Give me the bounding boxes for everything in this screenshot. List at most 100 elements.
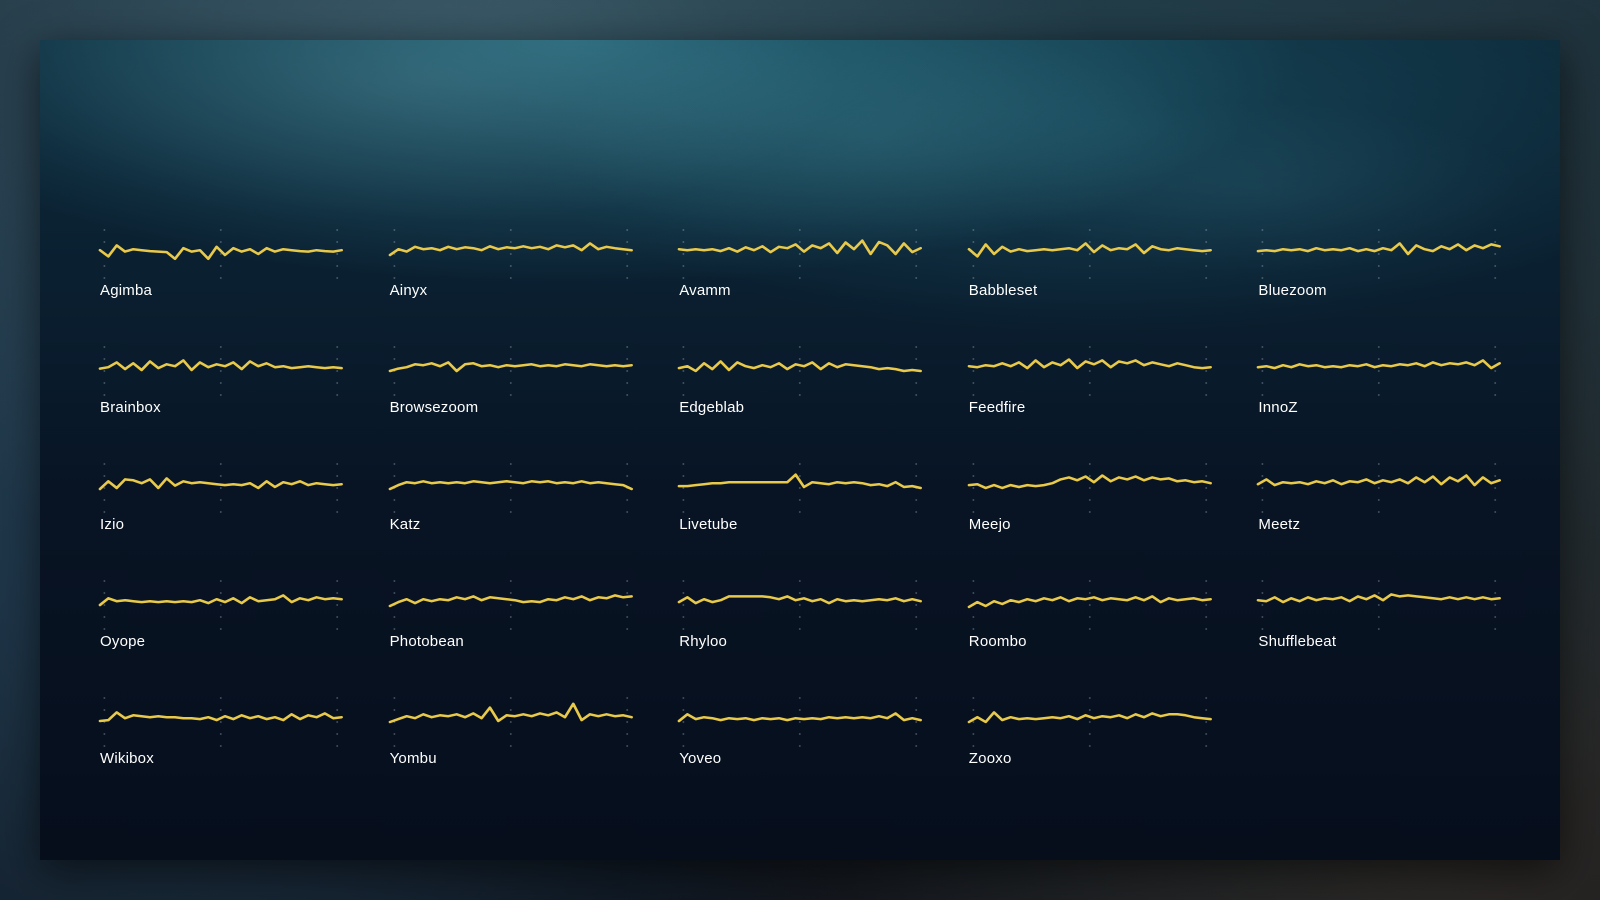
gridline-dot xyxy=(509,370,511,372)
sparkline-path xyxy=(679,713,921,721)
gridline-dot xyxy=(1089,628,1091,630)
gridline-dot xyxy=(1089,487,1091,489)
gridline-dot xyxy=(1089,709,1091,711)
gridline-dot xyxy=(799,580,801,582)
gridline-dot xyxy=(336,604,338,606)
sparkline-label: Edgeblab xyxy=(679,399,921,416)
gridline-dot xyxy=(1089,277,1091,279)
sparkline-cell: Wikibox xyxy=(100,698,342,767)
gridline-dot xyxy=(972,277,974,279)
gridline-dot xyxy=(393,358,395,360)
sparkline-label: Wikibox xyxy=(100,750,342,767)
gridline-dot xyxy=(972,745,974,747)
gridline-dot xyxy=(1089,604,1091,606)
gridline-dot xyxy=(1378,382,1380,384)
sparkline-cell: Brainbox xyxy=(100,347,342,416)
gridline-dot xyxy=(1205,475,1207,477)
gridline-dot xyxy=(626,370,628,372)
sparkline-chart xyxy=(100,581,342,629)
gridline-dot xyxy=(220,592,222,594)
sparkline-path xyxy=(679,596,921,603)
gridline-dot xyxy=(972,628,974,630)
gridline-dot xyxy=(220,511,222,513)
gridline-dot xyxy=(1205,382,1207,384)
gridline-dot xyxy=(509,628,511,630)
gridline-dot xyxy=(336,241,338,243)
sparkline-chart xyxy=(1258,230,1500,278)
gridline-dot xyxy=(103,229,105,231)
gridline-dot xyxy=(1262,253,1264,255)
gridline-dot xyxy=(393,592,395,594)
sparkline-cell: Agimba xyxy=(100,230,342,299)
gridline-dot xyxy=(799,745,801,747)
sparkline-label: Brainbox xyxy=(100,399,342,416)
sparkline-cell: Zooxo xyxy=(969,698,1211,767)
gridline-dot xyxy=(915,580,917,582)
gridline-dot xyxy=(626,604,628,606)
gridline-dot xyxy=(509,229,511,231)
gridline-dot xyxy=(336,265,338,267)
gridline-dot xyxy=(336,475,338,477)
gridline-dot xyxy=(1205,370,1207,372)
gridline-dot xyxy=(972,709,974,711)
gridline-dot xyxy=(799,394,801,396)
sparkline-label: Bluezoom xyxy=(1258,282,1500,299)
gridline-dot xyxy=(799,628,801,630)
gridline-dot xyxy=(1089,721,1091,723)
gridline-dot xyxy=(683,346,685,348)
gridline-dot xyxy=(972,382,974,384)
gridline-dot xyxy=(103,511,105,513)
gridline-dot xyxy=(799,499,801,501)
gridline-dot xyxy=(972,346,974,348)
gridline-dot xyxy=(1495,358,1497,360)
gridline-dot xyxy=(1205,277,1207,279)
sparkline-path xyxy=(1258,360,1500,368)
sparkline-cell: InnoZ xyxy=(1258,347,1500,416)
sparkline-path xyxy=(100,595,342,605)
sparkline-chart xyxy=(969,464,1211,512)
gridline-dot xyxy=(972,499,974,501)
gridline-dot xyxy=(1205,628,1207,630)
gridline-dot xyxy=(683,499,685,501)
gridline-dot xyxy=(509,721,511,723)
sparkline-cell: Yombu xyxy=(390,698,632,767)
gridline-dot xyxy=(1378,346,1380,348)
sparkline-chart xyxy=(390,347,632,395)
gridline-dot xyxy=(915,253,917,255)
gridline-dot xyxy=(1495,241,1497,243)
gridline-dot xyxy=(1262,265,1264,267)
gridline-dot xyxy=(220,346,222,348)
gridline-dot xyxy=(972,475,974,477)
gridline-dot xyxy=(220,265,222,267)
gridline-dot xyxy=(509,394,511,396)
gridline-dot xyxy=(393,394,395,396)
gridline-dot xyxy=(683,745,685,747)
sparkline-label: Photobean xyxy=(390,633,632,650)
gridline-dot xyxy=(220,721,222,723)
sparkline-label: Meetz xyxy=(1258,516,1500,533)
gridline-dot xyxy=(103,592,105,594)
sparkline-chart xyxy=(679,464,921,512)
gridline-dot xyxy=(1262,277,1264,279)
gridline-dot xyxy=(393,709,395,711)
gridline-dot xyxy=(103,487,105,489)
gridline-dot xyxy=(1262,241,1264,243)
gridline-dot xyxy=(1495,511,1497,513)
sparkline-cell: Yoveo xyxy=(679,698,921,767)
gridline-dot xyxy=(1495,370,1497,372)
gridline-dot xyxy=(1495,487,1497,489)
gridline-dot xyxy=(103,463,105,465)
sparkline-label: Yombu xyxy=(390,750,632,767)
gridline-dot xyxy=(683,382,685,384)
gridline-dot xyxy=(915,709,917,711)
gridline-dot xyxy=(393,241,395,243)
gridline-dot xyxy=(1262,616,1264,618)
gridline-dot xyxy=(799,592,801,594)
sparkline-cell: Rhyloo xyxy=(679,581,921,650)
gridline-dot xyxy=(393,382,395,384)
gridline-dot xyxy=(626,616,628,618)
sparkline-chart xyxy=(390,464,632,512)
gridline-dot xyxy=(1205,229,1207,231)
sparkline-label: Avamm xyxy=(679,282,921,299)
gridline-dot xyxy=(336,370,338,372)
